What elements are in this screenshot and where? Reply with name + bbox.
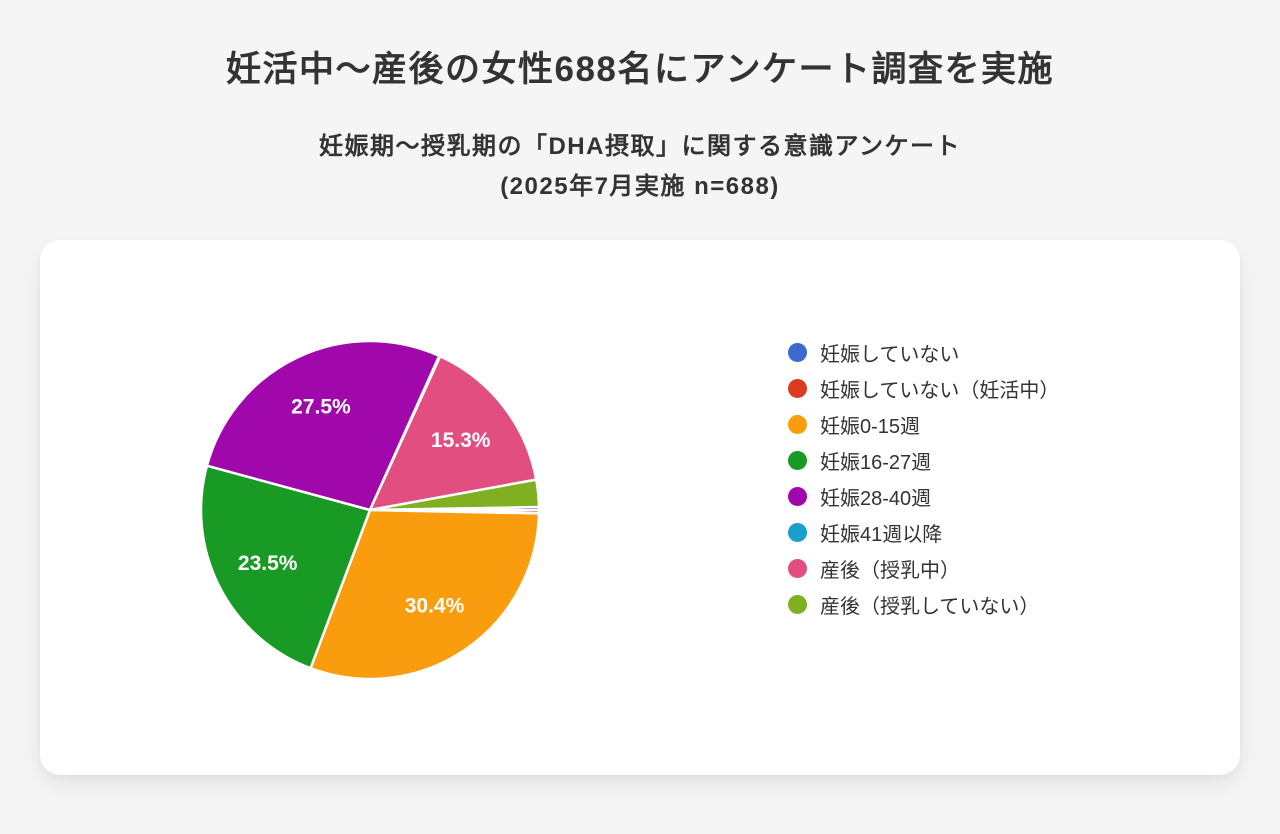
legend-item: 妊娠28-40週 xyxy=(788,478,1059,514)
legend-label: 妊娠41週以降 xyxy=(820,523,943,546)
legend-item: 妊娠41週以降 xyxy=(788,514,1059,550)
legend-label: 産後（授乳中） xyxy=(820,559,960,582)
pie-slice xyxy=(309,508,541,681)
legend-label: 妊娠28-40週 xyxy=(820,487,932,510)
legend-item: 産後（授乳中） xyxy=(788,550,1059,586)
pie-slice-label: 15.3% xyxy=(431,429,491,452)
legend-item: 妊娠していない xyxy=(788,334,1059,370)
pie-slice-label: 23.5% xyxy=(238,552,298,575)
pie-slice xyxy=(368,355,538,512)
legend-color-dot xyxy=(788,414,807,434)
legend-item: 妊娠16-27週 xyxy=(788,442,1059,478)
legend-color-dot xyxy=(788,378,807,398)
chart-legend: 妊娠していない 妊娠していない（妊活中） 妊娠0-15週 妊娠16-27週 妊娠… xyxy=(788,334,1059,622)
legend-label: 妊娠0-15週 xyxy=(820,415,921,438)
subtitle-line-1: 妊娠期〜授乳期の「DHA摂取」に関する意識アンケート xyxy=(318,133,962,160)
subtitle-line-2: (2025年7月実施 n=688) xyxy=(500,173,780,200)
legend-color-dot xyxy=(788,522,807,542)
pie-slice-label: 30.4% xyxy=(405,594,465,617)
legend-color-dot xyxy=(788,342,807,362)
pie-slice-label: 27.5% xyxy=(291,395,351,418)
legend-item: 妊娠0-15週 xyxy=(788,406,1059,442)
legend-label: 妊娠していない（妊活中） xyxy=(820,379,1060,402)
legend-color-dot xyxy=(788,558,807,578)
legend-label: 産後（授乳していない） xyxy=(820,595,1040,618)
legend-color-dot xyxy=(788,594,807,614)
pie-slice xyxy=(368,478,541,512)
legend-color-dot xyxy=(788,450,807,470)
chart-card: 30.4% 23.5% 27.5% 15.3% 妊娠していない 妊娠していない（妊活中… xyxy=(40,240,1240,775)
legend-label: 妊娠16-27週 xyxy=(820,451,932,474)
legend-item: 妊娠していない（妊活中） xyxy=(788,370,1059,406)
legend-color-dot xyxy=(788,486,807,506)
pie-slice xyxy=(205,339,441,512)
pie-slice xyxy=(199,464,372,670)
legend-label: 妊娠していない xyxy=(820,343,960,366)
pie-chart: 30.4% 23.5% 27.5% 15.3% xyxy=(199,339,541,681)
legend-item: 産後（授乳していない） xyxy=(788,586,1059,622)
page-subtitle: 妊娠期〜授乳期の「DHA摂取」に関する意識アンケート (2025年7月実施 n=… xyxy=(0,127,1280,207)
page-title: 妊活中〜産後の女性688名にアンケート調査を実施 xyxy=(226,50,1054,89)
